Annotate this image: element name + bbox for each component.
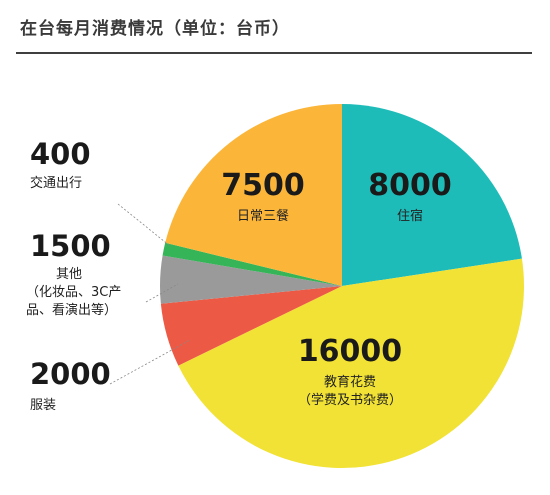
pie-slice-education [178, 258, 524, 468]
pie-slice-meals [165, 103, 342, 286]
title-divider [16, 52, 532, 54]
value-label-meals: 7500 [221, 168, 305, 203]
pie-slice-clothing [160, 286, 342, 366]
category-label-housing: 住宿 [397, 208, 423, 224]
category-label-education: 教育花费 [324, 374, 376, 390]
category-label-meals: 日常三餐 [237, 208, 289, 224]
value-label-transport: 400 [30, 137, 91, 171]
category-label-transport: 交通出行 [30, 176, 83, 191]
leader-line-transport [117, 203, 171, 247]
category-label-other: 其他 [56, 267, 83, 282]
sublabel-other-line2: 品、看演出等） [26, 303, 118, 318]
pie-slices [159, 103, 524, 468]
pie-slice-other [159, 255, 342, 304]
sublabel-education: （学费及书杂费） [298, 392, 402, 408]
leader-lines [109, 203, 191, 385]
chart-title: 在台每月消费情况（单位：台币） [20, 19, 290, 39]
sublabel-other-line1: （化妆品、3C产 [26, 285, 122, 300]
pie-slice-transport [162, 242, 342, 286]
value-label-housing: 8000 [368, 168, 452, 203]
value-label-education: 16000 [298, 334, 402, 369]
value-label-other: 1500 [30, 229, 111, 263]
category-label-clothing: 服装 [30, 398, 57, 413]
pie-slice-housing [342, 104, 522, 286]
value-label-clothing: 2000 [30, 357, 111, 391]
leader-line-clothing [109, 339, 191, 385]
